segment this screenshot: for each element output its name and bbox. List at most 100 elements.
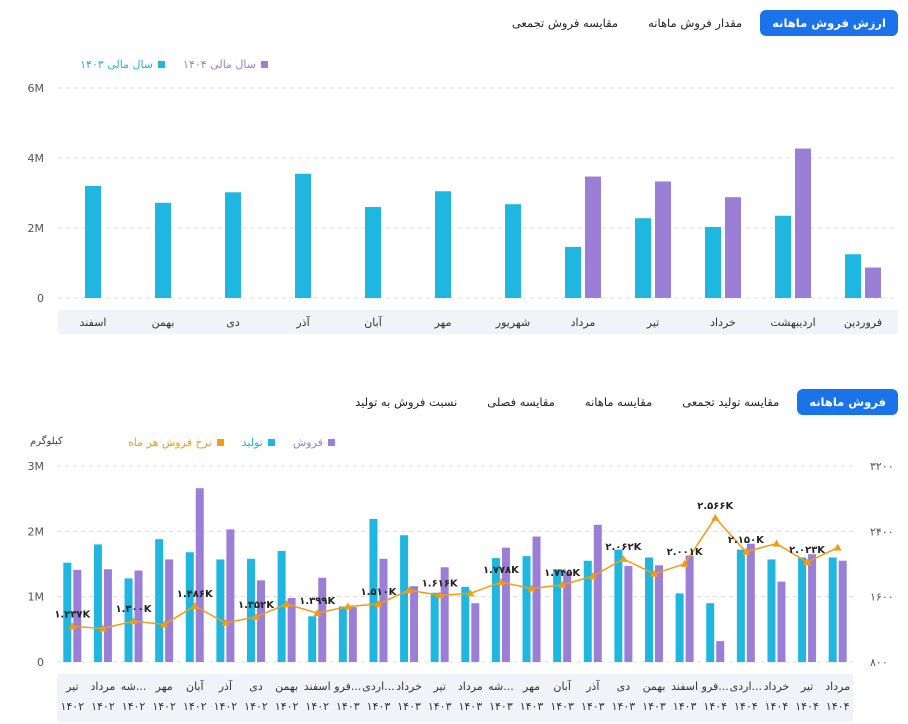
unit-label: کیلوگرم [30,436,63,447]
bar-sales [471,603,480,662]
x-category-year: ۱۴۰۳ [397,700,421,713]
rate-data-label: ۱.۷۴۵K [544,568,581,579]
sales-value-tabs: ارزش فروش ماهانه مقدار فروش ماهانه مقایس… [500,10,898,36]
tab-monthly-sales-quantity[interactable]: مقدار فروش ماهانه [648,16,743,30]
bar-1403 [635,218,651,298]
x-category-month: مرداد [825,680,850,693]
x-category-month: بهمن [275,680,298,693]
bar-sales [501,547,510,662]
x-category-year: ۱۴۰۴ [703,700,727,713]
tab-monthly-comparison[interactable]: مقایسه ماهانه [584,395,653,409]
x-category-month: فرو... [333,680,361,693]
bar-1403 [565,246,581,298]
x-category-label: اسفند [80,316,107,329]
x-category-month: اردی... [730,680,762,693]
x-category-year: ۱۴۰۳ [336,700,360,713]
tab-seasonal-comparison[interactable]: مقایسه فصلی [487,395,555,409]
bar-1404 [795,148,811,298]
rate-data-label: ۲.۵۶۶K [697,501,734,512]
tab-cumulative-sales-comparison[interactable]: مقایسه فروش تجمعی [511,16,619,30]
bar-1403 [295,173,311,298]
x-category-label: آذر [295,315,310,329]
bar-production [491,558,500,662]
bar-sales [746,543,755,662]
bar-sales [685,555,694,662]
bar-sales [808,554,817,662]
legend-label-rate: نرخ فروش هر ماه [128,436,212,449]
bar-1404 [865,267,881,298]
x-category-year: ۱۴۰۳ [428,700,452,713]
x-category-year: ۱۴۰۳ [673,700,697,713]
bar-sales [257,580,265,662]
x-category-year: ۱۴۰۲ [214,700,238,713]
bar-1404 [655,181,671,298]
bar-production [736,549,745,662]
bar-1403 [365,207,381,298]
rate-point [711,513,720,521]
bar-production [583,560,592,662]
rate-point [282,600,291,608]
y-tick-label: 1M [28,591,45,604]
rate-point [405,586,414,594]
x-category-label: مهر [433,316,451,329]
rate-point [343,602,352,610]
x-category-month: مهر [522,680,540,693]
y-tick-label: 0 [37,656,44,669]
bar-sales [195,488,204,662]
rate-point [650,569,658,577]
y2-tick-label: ۸۰۰ [870,656,888,669]
legend-item-1403[interactable]: سال مالی ۱۴۰۳ [80,58,166,71]
rate-data-label: ۱.۲۳۷K [54,609,91,620]
x-category-month: مرداد [91,680,116,693]
legend-item-1404[interactable]: سال مالی ۱۴۰۴ [183,58,268,71]
rate-point [252,612,260,620]
bar-sales [532,536,541,662]
bar-1403 [705,226,721,298]
legend-swatch-cyan2 [267,439,275,446]
bar-production [124,578,133,662]
bar-1403 [775,215,791,298]
x-category-label: فروردین [844,316,882,329]
bar-production [247,558,255,662]
x-category-year: ۱۴۰۲ [244,700,268,713]
rate-data-label: ۱.۳۵۲K [238,600,275,611]
tab-monthly-sales[interactable]: فروش ماهانه [797,389,898,415]
rate-point [741,547,750,555]
x-category-label: خرداد [710,316,736,329]
legend-label-production: تولید [241,436,263,449]
tab-sales-to-production-ratio[interactable]: نسبت فروش به تولید [355,395,458,409]
bar-production [338,606,347,662]
rate-point [803,558,812,566]
monthly-sales-value-chart: 0 2M 4M 6M فروردین اردیبهشت خرداد تیر مرداد شهریو… [28,82,898,334]
rate-point [221,618,230,626]
legend-item-rate[interactable]: نرخ فروش هر ماه [128,436,224,449]
x-category-month: دی [617,680,631,693]
x-category-year: ۱۴۰۳ [458,700,482,713]
x-category-label: آبان [364,315,382,329]
category-band [57,674,853,722]
x-category-month: آبان [553,679,571,693]
y-tick-label: 2M [28,525,45,538]
rate-point [496,578,505,586]
x-category-year: ۱۴۰۳ [550,700,574,713]
bar-production [369,518,378,662]
bar-1403 [225,192,241,298]
legend-item-sales[interactable]: فروش [293,436,335,449]
x-category-year: ۱۴۰۲ [91,700,115,713]
bar-sales [716,641,725,662]
x-category-month: آبان [186,679,204,693]
tab-cumulative-production[interactable]: مقایسه تولید تجمعی [682,395,780,409]
y-tick-label: 3M [28,460,45,473]
rate-point [313,609,322,617]
rate-point [160,620,169,628]
y2-tick-label: ۱۶۰۰ [870,591,894,604]
x-category-month: شه... [121,680,147,693]
legend-item-production[interactable]: تولید [242,436,275,449]
x-category-month: آذر [218,679,233,693]
tab-monthly-sales-value[interactable]: ارزش فروش ماهانه [760,10,898,36]
rate-point [772,539,781,547]
rate-point [680,559,689,567]
x-category-month: مرداد [458,680,483,693]
x-category-year: ۱۴۰۴ [826,700,850,713]
